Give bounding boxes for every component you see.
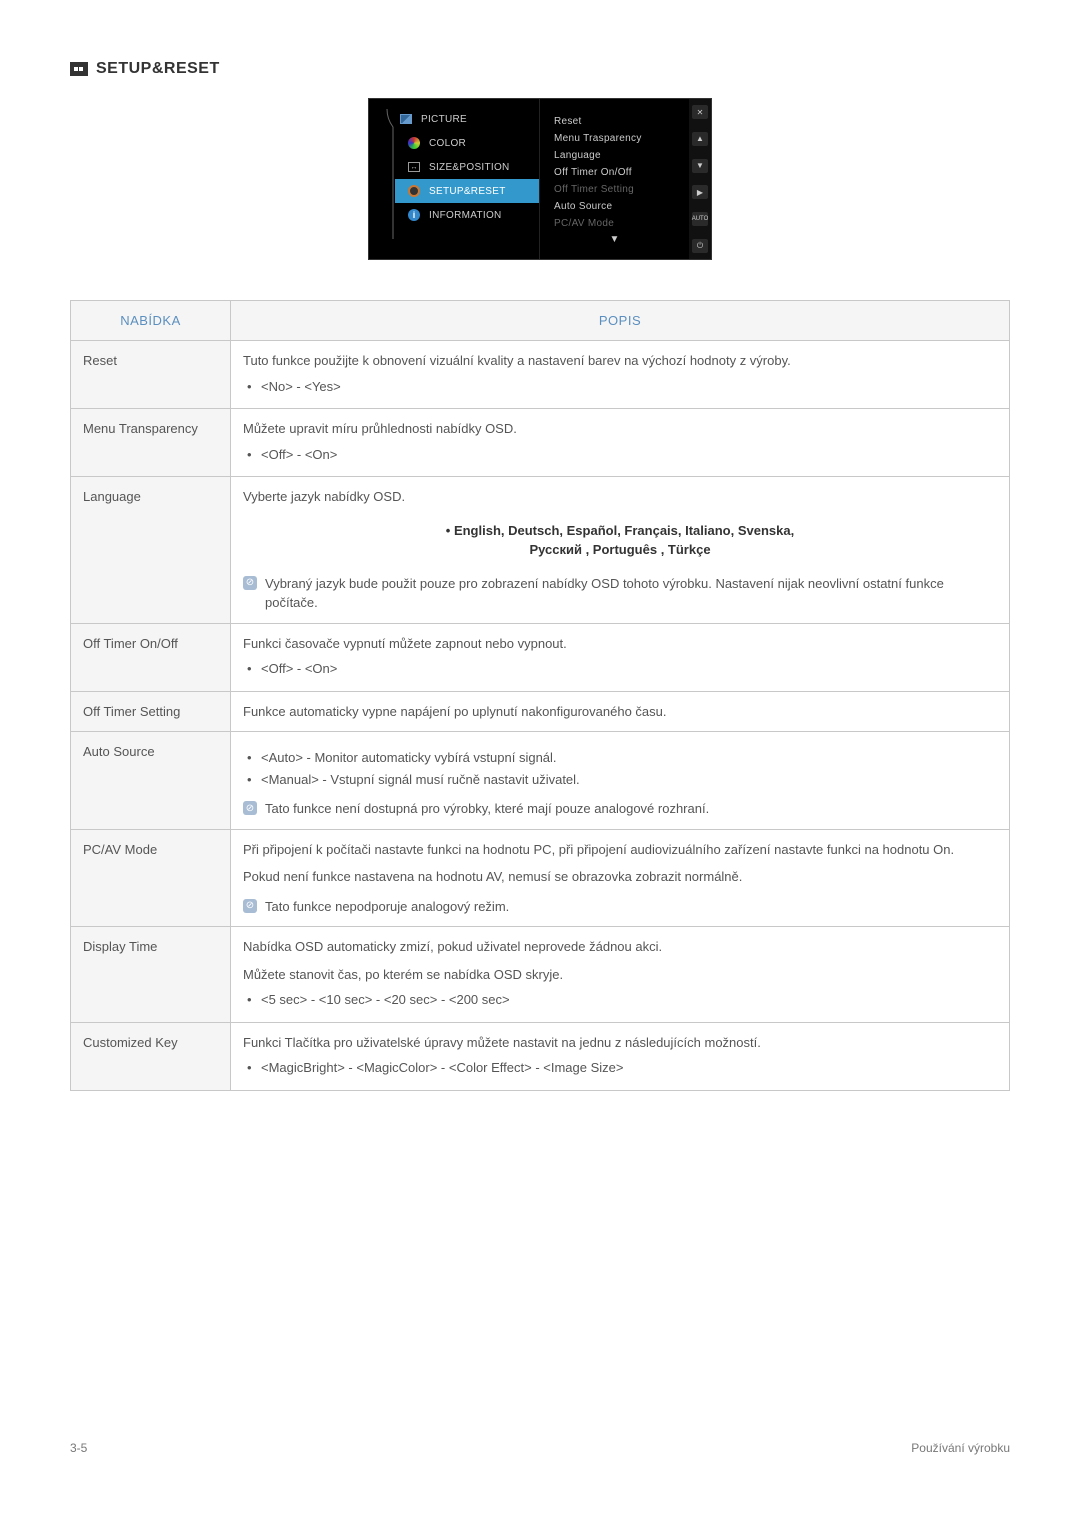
header-menu: NABÍDKA bbox=[71, 301, 231, 341]
note-icon: ⊘ bbox=[243, 899, 257, 913]
osd-opt-reset: Reset bbox=[540, 113, 689, 130]
osd-opt-language: Language bbox=[540, 147, 689, 164]
osd-opt-offtimersetting: Off Timer Setting bbox=[540, 181, 689, 198]
row-desc: Funkci Tlačítka pro uživatelské úpravy m… bbox=[231, 1022, 1010, 1090]
color-icon bbox=[408, 137, 420, 149]
settings-table: NABÍDKA POPIS Reset Tuto funkce použijte… bbox=[70, 300, 1010, 1091]
table-row: Auto Source <Auto> - Monitor automaticky… bbox=[71, 732, 1010, 830]
osd-down-arrow-icon: ▼ bbox=[540, 232, 689, 245]
row-label: Auto Source bbox=[71, 732, 231, 830]
row-label: Off Timer Setting bbox=[71, 691, 231, 732]
row-desc: Tuto funkce použijte k obnovení vizuální… bbox=[231, 341, 1010, 409]
size-icon: ↔ bbox=[408, 162, 420, 172]
table-row: Display Time Nabídka OSD automaticky zmi… bbox=[71, 927, 1010, 1023]
osd-opt-transparency: Menu Trasparency bbox=[540, 130, 689, 147]
osd-power-icon: ⏻ bbox=[692, 239, 708, 253]
row-desc: Funkce automaticky vypne napájení po upl… bbox=[231, 691, 1010, 732]
table-row: Customized Key Funkci Tlačítka pro uživa… bbox=[71, 1022, 1010, 1090]
osd-right-panel: Reset Menu Trasparency Language Off Time… bbox=[539, 99, 689, 259]
setup-icon bbox=[408, 185, 420, 197]
row-label: Display Time bbox=[71, 927, 231, 1023]
osd-down-icon: ▼ bbox=[692, 159, 708, 173]
table-row: Reset Tuto funkce použijte k obnovení vi… bbox=[71, 341, 1010, 409]
osd-right-icon: ▶ bbox=[692, 185, 708, 199]
row-label: Off Timer On/Off bbox=[71, 623, 231, 691]
row-label: Language bbox=[71, 477, 231, 624]
osd-auto-icon: AUTO bbox=[692, 212, 708, 226]
osd-screenshot: PICTURE COLOR ↔ SIZE&POSITION SETUP&RESE… bbox=[70, 98, 1010, 260]
footer-text: Používání výrobku bbox=[911, 1441, 1010, 1455]
page-number: 3-5 bbox=[70, 1441, 87, 1455]
table-row: Language Vyberte jazyk nabídky OSD. • En… bbox=[71, 477, 1010, 624]
header-desc: POPIS bbox=[231, 301, 1010, 341]
osd-left-panel: PICTURE COLOR ↔ SIZE&POSITION SETUP&RESE… bbox=[369, 99, 539, 259]
row-desc: Při připojení k počítači nastavte funkci… bbox=[231, 829, 1010, 927]
section-header: SETUP&RESET bbox=[70, 60, 1010, 78]
row-label: Customized Key bbox=[71, 1022, 231, 1090]
row-desc: Vyberte jazyk nabídky OSD. • English, De… bbox=[231, 477, 1010, 624]
osd-item-setup: SETUP&RESET bbox=[395, 179, 539, 203]
osd-item-size: ↔ SIZE&POSITION bbox=[395, 155, 539, 179]
row-desc: <Auto> - Monitor automaticky vybírá vstu… bbox=[231, 732, 1010, 830]
row-desc: Nabídka OSD automaticky zmizí, pokud uži… bbox=[231, 927, 1010, 1023]
note-icon: ⊘ bbox=[243, 576, 257, 590]
osd-close-icon: ✕ bbox=[692, 105, 708, 119]
table-row: Menu Transparency Můžete upravit míru pr… bbox=[71, 409, 1010, 477]
osd-opt-pcav: PC/AV Mode bbox=[540, 215, 689, 232]
row-label: Reset bbox=[71, 341, 231, 409]
table-row: Off Timer Setting Funkce automaticky vyp… bbox=[71, 691, 1010, 732]
osd-item-color: COLOR bbox=[395, 131, 539, 155]
note-icon: ⊘ bbox=[243, 801, 257, 815]
osd-opt-autosource: Auto Source bbox=[540, 198, 689, 215]
section-icon bbox=[70, 62, 88, 76]
osd-up-icon: ▲ bbox=[692, 132, 708, 146]
osd-item-picture: PICTURE bbox=[387, 107, 539, 131]
info-icon: i bbox=[408, 209, 420, 221]
osd-side-buttons: ✕ ▲ ▼ ▶ AUTO ⏻ bbox=[689, 99, 711, 259]
row-desc: Můžete upravit míru průhlednosti nabídky… bbox=[231, 409, 1010, 477]
table-row: Off Timer On/Off Funkci časovače vypnutí… bbox=[71, 623, 1010, 691]
section-title: SETUP&RESET bbox=[96, 60, 220, 78]
osd-opt-offtimer: Off Timer On/Off bbox=[540, 164, 689, 181]
row-label: Menu Transparency bbox=[71, 409, 231, 477]
table-row: PC/AV Mode Při připojení k počítači nast… bbox=[71, 829, 1010, 927]
osd-item-info: i INFORMATION bbox=[395, 203, 539, 227]
page-footer: 3-5 Používání výrobku bbox=[70, 1441, 1010, 1455]
row-label: PC/AV Mode bbox=[71, 829, 231, 927]
row-desc: Funkci časovače vypnutí můžete zapnout n… bbox=[231, 623, 1010, 691]
